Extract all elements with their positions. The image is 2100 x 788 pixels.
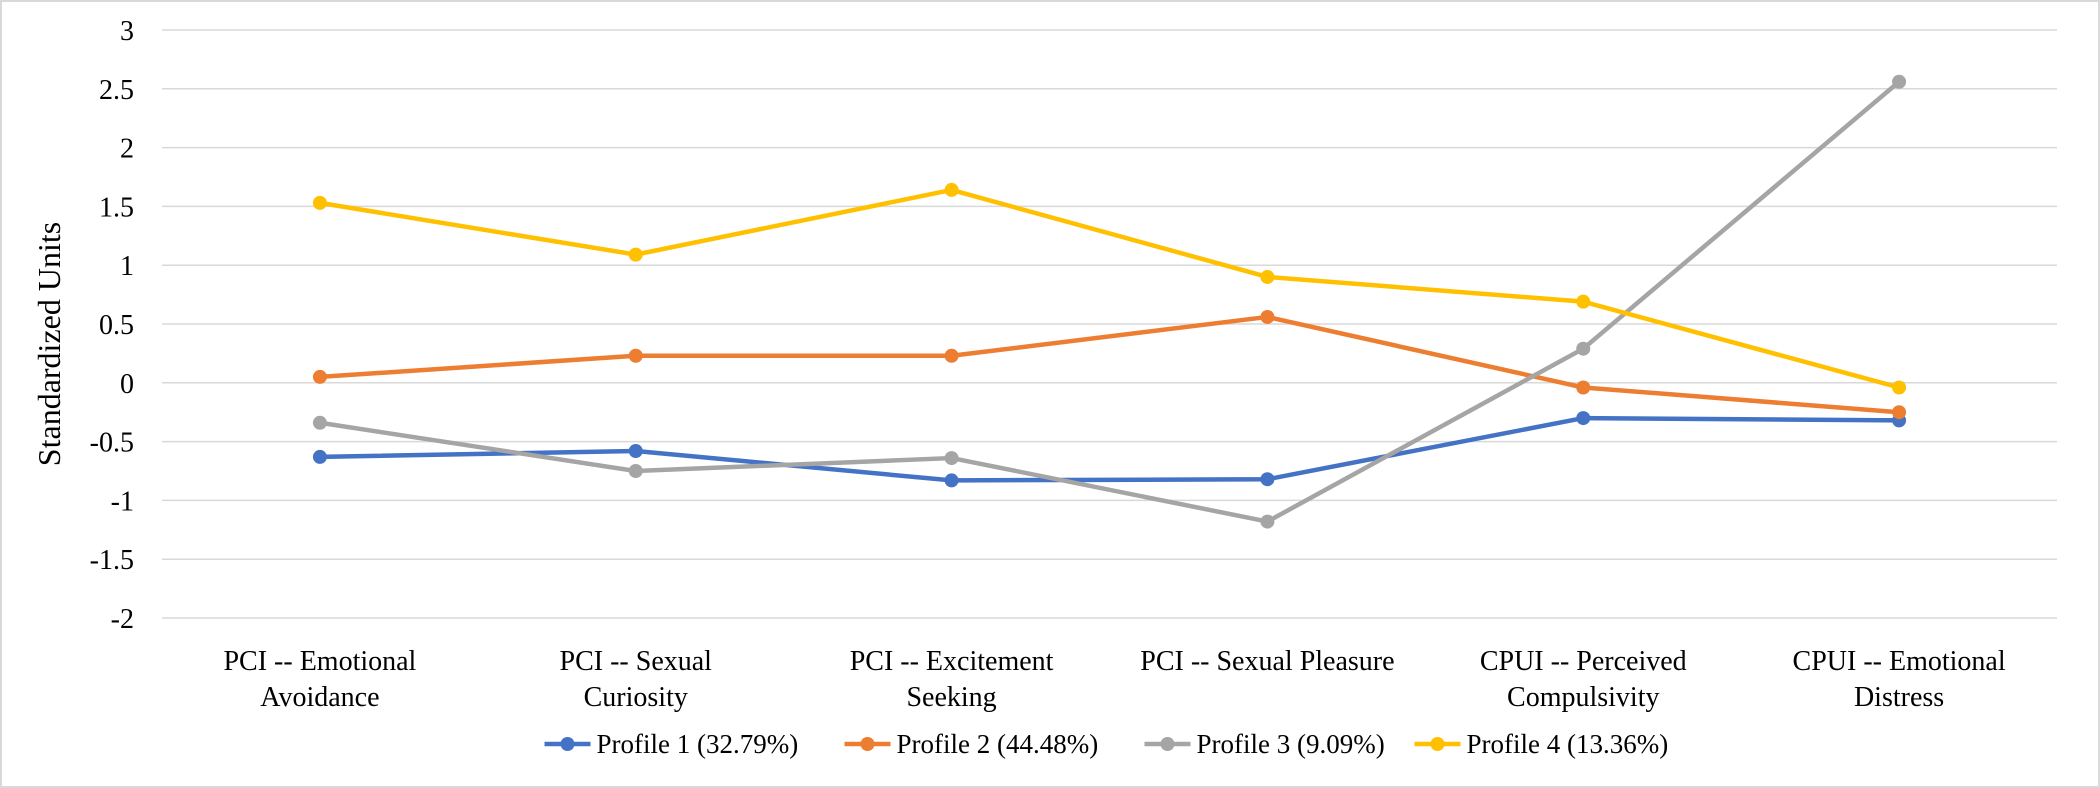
y-tick-label: 3	[120, 16, 134, 47]
y-tick-label: 0.5	[99, 310, 134, 341]
y-tick-label: -1.5	[90, 545, 134, 576]
x-tick-label: PCI -- Excitement Seeking	[850, 646, 1054, 713]
data-point	[1892, 380, 1907, 395]
data-point	[944, 348, 959, 363]
data-point	[944, 451, 959, 466]
data-point	[1892, 74, 1907, 89]
legend-label: Profile 1 (32.79%)	[597, 729, 799, 759]
legend-item: Profile 1 (32.79%)	[544, 729, 799, 759]
series-line	[317, 314, 1902, 415]
data-point	[312, 369, 327, 384]
series-1	[312, 411, 1907, 488]
legend-label: Profile 2 (44.48%)	[897, 729, 1099, 759]
legend-swatch-marker	[1430, 737, 1445, 751]
y-tick-label: -1	[111, 486, 134, 517]
x-tick-label: PCI -- Sexual Pleasure	[1140, 646, 1394, 677]
data-point	[1260, 472, 1275, 487]
y-tick-label: 0	[120, 369, 134, 400]
series-lines	[312, 74, 1907, 529]
legend-item: Profile 4 (13.36%)	[1414, 729, 1669, 759]
series-4	[312, 182, 1907, 395]
data-point	[628, 464, 643, 478]
x-tick-label: CPUI -- Emotional Distress	[1793, 646, 2006, 713]
y-tick-label: 1.5	[99, 192, 134, 223]
data-point	[1576, 411, 1591, 426]
y-tick-label: -2	[111, 604, 134, 635]
data-point	[1260, 269, 1275, 284]
data-point	[1576, 380, 1591, 395]
series-line	[317, 79, 1902, 524]
data-point	[944, 473, 959, 488]
legend-swatch-marker	[860, 737, 875, 751]
series-3	[312, 74, 1907, 529]
series-line	[317, 415, 1902, 483]
data-point	[628, 444, 643, 459]
series-line	[317, 187, 1902, 390]
legend: Profile 1 (32.79%) Profile 2 (44.48%) Prof…	[544, 729, 1669, 759]
legend-swatch-marker	[560, 737, 575, 751]
data-point	[312, 415, 327, 430]
series-2	[312, 309, 1907, 420]
data-point	[944, 182, 959, 197]
data-point	[1260, 514, 1275, 529]
x-axis-ticks: PCI -- Emotional Avoidance PCI -- Sexual Cu…	[223, 646, 2005, 713]
y-tick-label: -0.5	[90, 428, 134, 459]
data-point	[312, 449, 327, 464]
y-tick-label: 1	[120, 251, 134, 282]
data-point	[1576, 294, 1591, 309]
legend-label: Profile 4 (13.36%)	[1467, 729, 1669, 759]
data-point	[1892, 405, 1907, 420]
legend-swatch-marker	[1160, 737, 1175, 751]
data-point	[312, 195, 327, 210]
y-axis-ticks: -2 -1.5 -1 -0.5 0 0.5 1 1.5 2 2.5 3	[90, 16, 134, 635]
y-axis-title: Standardized Units	[31, 222, 67, 466]
y-tick-label: 2	[120, 134, 134, 165]
x-tick-label: CPUI -- Perceived Compulsivity	[1480, 646, 1687, 713]
data-point	[1260, 309, 1275, 324]
data-point	[628, 348, 643, 363]
legend-label: Profile 3 (9.09%)	[1197, 729, 1385, 759]
x-tick-label: PCI -- Emotional Avoidance	[223, 646, 416, 713]
legend-item: Profile 2 (44.48%)	[844, 729, 1099, 759]
x-tick-label: PCI -- Sexual Curiosity	[560, 646, 713, 713]
data-point	[1576, 341, 1591, 356]
y-tick-label: 2.5	[99, 75, 134, 106]
gridlines	[162, 29, 2057, 619]
data-point	[628, 247, 643, 262]
legend-item: Profile 3 (9.09%)	[1144, 729, 1385, 759]
